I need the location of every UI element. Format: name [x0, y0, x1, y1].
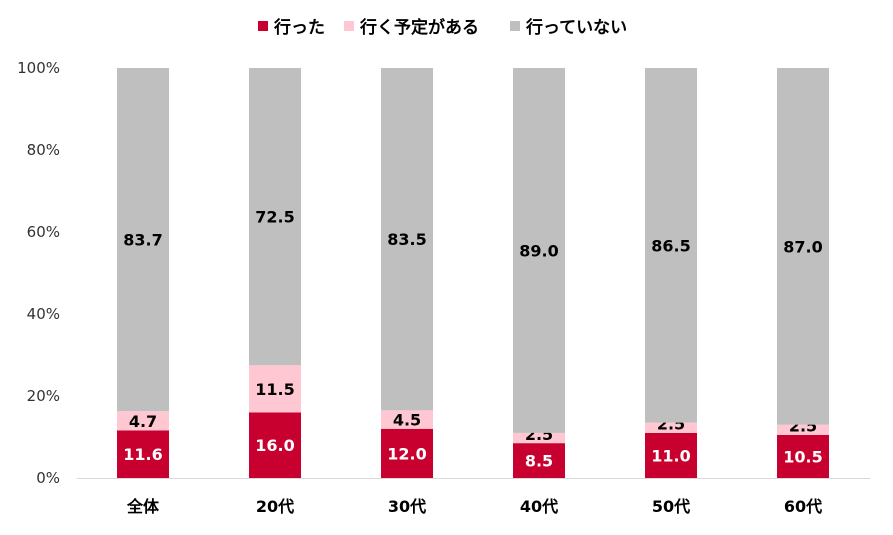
data-label: 89.0: [519, 241, 558, 260]
y-tick-label: 40%: [27, 305, 60, 323]
legend-swatch-1: [258, 21, 268, 31]
data-label: 86.5: [651, 236, 690, 255]
legend-label-1: 行った: [273, 17, 325, 38]
y-tick-label: 80%: [27, 141, 60, 159]
bar-segment: [777, 434, 829, 478]
bar-segment: [381, 410, 433, 429]
x-category-label: 60代: [784, 497, 822, 516]
x-category-label: 20代: [256, 497, 294, 516]
bar-segment: [249, 68, 301, 366]
data-label: 4.7: [129, 412, 157, 431]
legend-swatch-3: [510, 21, 520, 31]
bar-segment: [513, 443, 565, 478]
bar-segment: [117, 68, 169, 412]
y-tick-label: 100%: [17, 59, 60, 77]
bar-segment: [645, 68, 697, 423]
legend-label-2: 行く予定がある: [359, 17, 479, 38]
data-label: 10.5: [783, 447, 822, 466]
bar-segment: [381, 428, 433, 478]
y-tick-label: 60%: [27, 223, 60, 241]
bar-segment: [249, 412, 301, 478]
x-category-label: 50代: [652, 497, 690, 516]
data-label: 72.5: [255, 208, 294, 227]
data-label: 16.0: [255, 436, 294, 455]
bar-segment: [645, 422, 697, 433]
legend-label-3: 行っていない: [525, 17, 627, 38]
data-label: 83.5: [387, 230, 426, 249]
legend: 行った 行く予定がある 行っていない: [258, 17, 627, 38]
x-category-label: 40代: [520, 497, 558, 516]
bar-segment: [381, 68, 433, 411]
data-label: 12.0: [387, 444, 426, 463]
data-label: 11.6: [123, 445, 162, 464]
bar-segment: [513, 68, 565, 433]
bar-segment: [645, 432, 697, 478]
bar-segment: [777, 424, 829, 435]
legend-swatch-2: [344, 21, 354, 31]
data-label: 87.0: [783, 237, 822, 256]
bars: 11.64.783.716.011.572.512.04.583.58.52.5…: [117, 68, 829, 478]
x-category-label: 全体: [126, 497, 160, 516]
x-axis: 全体 20代 30代 40代 50代 60代: [77, 478, 870, 516]
bar-segment: [117, 430, 169, 478]
data-label: 11.0: [651, 446, 690, 465]
y-tick-label: 20%: [27, 387, 60, 405]
bar-segment: [249, 365, 301, 413]
y-axis: 0% 20% 40% 60% 80% 100%: [17, 59, 60, 487]
bar-segment: [513, 432, 565, 444]
bar-segment: [117, 411, 169, 431]
y-tick-label: 0%: [36, 469, 60, 487]
data-label: 4.5: [393, 411, 421, 430]
data-label: 83.7: [123, 231, 162, 250]
data-label: 11.5: [255, 380, 294, 399]
x-category-label: 30代: [388, 497, 426, 516]
data-label: 8.5: [525, 452, 553, 471]
bar-segment: [777, 68, 829, 425]
